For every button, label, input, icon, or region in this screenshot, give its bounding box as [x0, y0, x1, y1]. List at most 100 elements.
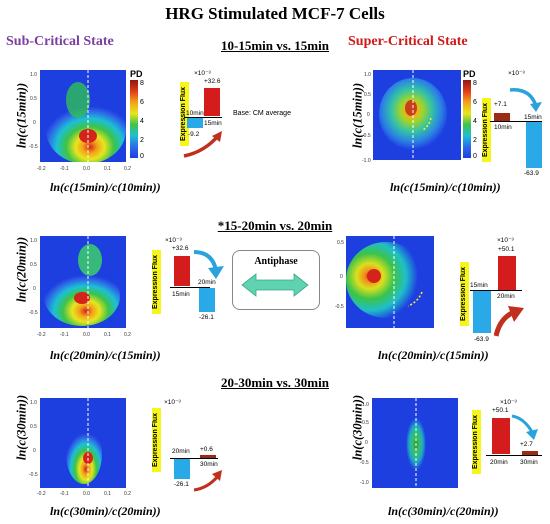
tick: -0.5 [29, 144, 38, 150]
tick: -0.1 [60, 166, 69, 172]
colorbar [130, 80, 138, 158]
exponent: ×10⁻³ [497, 237, 514, 244]
flux-bar [174, 459, 190, 479]
row3-super-density-plot [372, 398, 458, 488]
tick: 0.2 [124, 332, 131, 338]
flux-baseline [470, 290, 522, 291]
colorbar-label: PD [463, 69, 476, 79]
colorbar-tick: 4 [140, 118, 144, 125]
colorbar-tick: 2 [473, 137, 477, 144]
tick: 0.5 [30, 262, 37, 268]
colorbar-label: PD [130, 69, 143, 79]
flux-value: +0.6 [200, 446, 213, 453]
tick: 0 [365, 440, 368, 446]
flux-time: 15min [172, 291, 190, 298]
colorbar-tick: 8 [473, 80, 477, 87]
antiphase-label: Antiphase [254, 256, 298, 267]
row1-super-xlabel: ln(c(15min)/c(10min)) [390, 180, 501, 194]
tick: -0.2 [37, 491, 46, 497]
tick: 1.0 [364, 72, 371, 78]
tick: 0.5 [30, 424, 37, 430]
expression-flux-label: Expression Flux [460, 262, 469, 326]
flux-time: 20min [198, 279, 216, 286]
flux-value: -26.1 [174, 481, 189, 488]
red-arrow-icon [193, 470, 222, 492]
exponent: ×10⁻³ [164, 399, 181, 406]
expression-flux-label: Expression Flux [482, 98, 491, 162]
blue-arrow-icon [511, 414, 538, 440]
tick: -0.1 [60, 491, 69, 497]
row1-sub-ylabel: ln(c(15min)) [14, 82, 29, 149]
colorbar-tick: 6 [473, 99, 477, 106]
tick: -0.2 [37, 166, 46, 172]
colorbar-tick: 0 [473, 153, 477, 160]
flux-baseline [184, 117, 222, 118]
red-arrow-icon [494, 306, 524, 337]
base-note: Base: CM average [233, 110, 291, 117]
tick: 1.0 [30, 400, 37, 406]
flux-value: +32.6 [172, 245, 189, 252]
expression-flux-label: Expression Flux [472, 410, 481, 474]
tick: -1.0 [360, 480, 369, 486]
blue-arrow-icon [193, 250, 224, 279]
row2-header: *15-20min vs. 20min [217, 218, 333, 233]
exponent: ×10⁻³ [165, 237, 182, 244]
flux-time: 30min [200, 461, 218, 468]
flux-time: 15min [524, 114, 542, 121]
row3-super-ylabel: ln(c(30min)) [350, 394, 365, 461]
flux-time: 20min [172, 448, 190, 455]
tick: 0 [33, 286, 36, 292]
row2-super-density-plot [346, 236, 434, 328]
row3-super-xlabel: ln(c(30min)/c(20min)) [388, 504, 499, 518]
tick: 0.2 [124, 491, 131, 497]
flux-value: +32.6 [204, 78, 221, 85]
flux-time: 20min [497, 293, 515, 300]
flux-bar [187, 118, 203, 128]
flux-time: 10min [186, 110, 204, 117]
flux-time: 15min [470, 282, 488, 289]
row3-sub-density-plot [40, 398, 126, 488]
row1-header: 10-15min vs. 15min [221, 38, 329, 53]
flux-value: +50.1 [492, 407, 509, 414]
colorbar-tick: 4 [473, 118, 477, 125]
flux-bar [494, 113, 510, 121]
row1-super-density-plot [373, 70, 461, 160]
tick: 0.5 [30, 96, 37, 102]
tick: 0.0 [83, 166, 90, 172]
tick: -0.5 [362, 133, 371, 139]
row3-sub-ylabel: ln(c(30min)) [14, 394, 29, 461]
flux-value: +7.1 [494, 101, 507, 108]
flux-value: +50.1 [498, 246, 515, 253]
row2-sub-density-plot [40, 236, 126, 328]
super-critical-state-label: Super-Critical State [348, 34, 468, 49]
blue-arrow-icon [509, 88, 542, 112]
tick: 0.1 [104, 166, 111, 172]
tick: -0.5 [29, 310, 38, 316]
flux-bar [526, 122, 542, 168]
double-arrow-icon [241, 273, 309, 297]
tick: 0.0 [83, 332, 90, 338]
expression-flux-label: Expression Flux [152, 250, 161, 314]
row3-sub-xlabel: ln(c(30min)/c(20min)) [50, 504, 161, 518]
tick: -0.1 [60, 332, 69, 338]
tick: 0.0 [83, 491, 90, 497]
row1-sub-xlabel: ln(c(15min)/c(10min)) [50, 180, 161, 194]
colorbar-tick: 8 [140, 80, 144, 87]
row1-sub-density-plot [40, 70, 126, 162]
tick: 0 [33, 448, 36, 454]
sub-critical-state-label: Sub-Critical State [6, 34, 114, 49]
flux-bar [473, 291, 491, 333]
tick: 0 [33, 120, 36, 126]
flux-baseline [170, 458, 218, 459]
row2-super-xlabel: ln(c(20min)/c(15min)) [378, 348, 489, 362]
tick: 1.0 [30, 72, 37, 78]
row3-header: 20-30min vs. 30min [221, 375, 329, 390]
tick: 0.1 [104, 491, 111, 497]
exponent: ×10⁻³ [194, 70, 211, 77]
flux-value: -63.9 [524, 170, 539, 177]
flux-time: 10min [494, 124, 512, 131]
red-arrow-icon [183, 131, 222, 158]
tick: -0.5 [29, 472, 38, 478]
flux-baseline [490, 121, 542, 122]
tick: 0.5 [362, 420, 369, 426]
